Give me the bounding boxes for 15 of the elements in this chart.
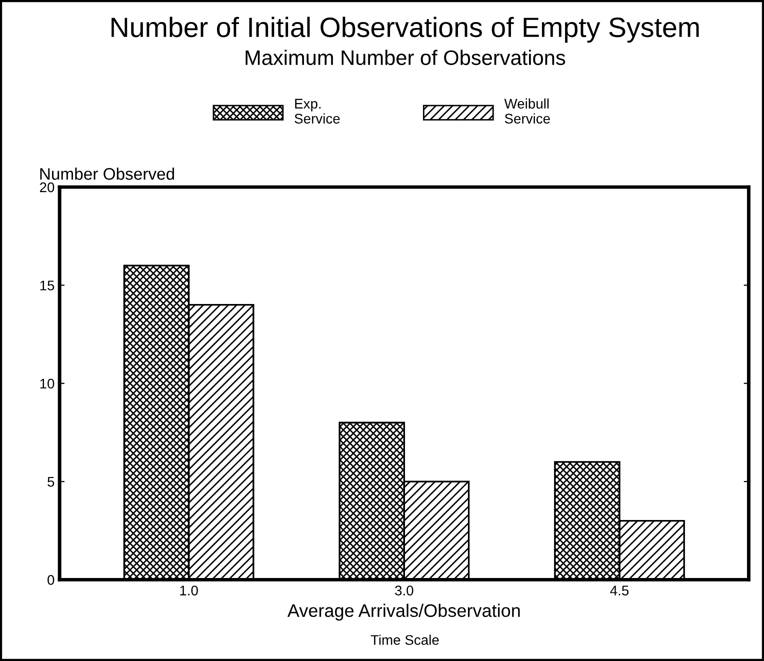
legend-label: Weibull Service — [504, 98, 550, 124]
x-tick-label: 4.5 — [610, 586, 629, 596]
y-tick-label: 10 — [40, 378, 54, 389]
chart-subtitle: Maximum Number of Observations — [246, 50, 566, 66]
x-tick-label: 1.0 — [180, 586, 198, 596]
text: Time Scale — [370, 634, 439, 645]
x-tick-label: 3.0 — [395, 586, 414, 596]
x-axis-title: Average Arrivals/Observation — [287, 604, 520, 621]
y-tick-label: 0 — [48, 575, 54, 585]
legend-label: Exp. Service — [294, 98, 340, 124]
y-axis-title: Number Observed — [40, 168, 174, 180]
y-tick-label: 15 — [40, 280, 54, 290]
chart-title: Number of Initial Observations of Empty System — [112, 16, 699, 43]
y-tick-label: 5 — [48, 477, 54, 487]
y-tick-label: 20 — [40, 182, 54, 192]
